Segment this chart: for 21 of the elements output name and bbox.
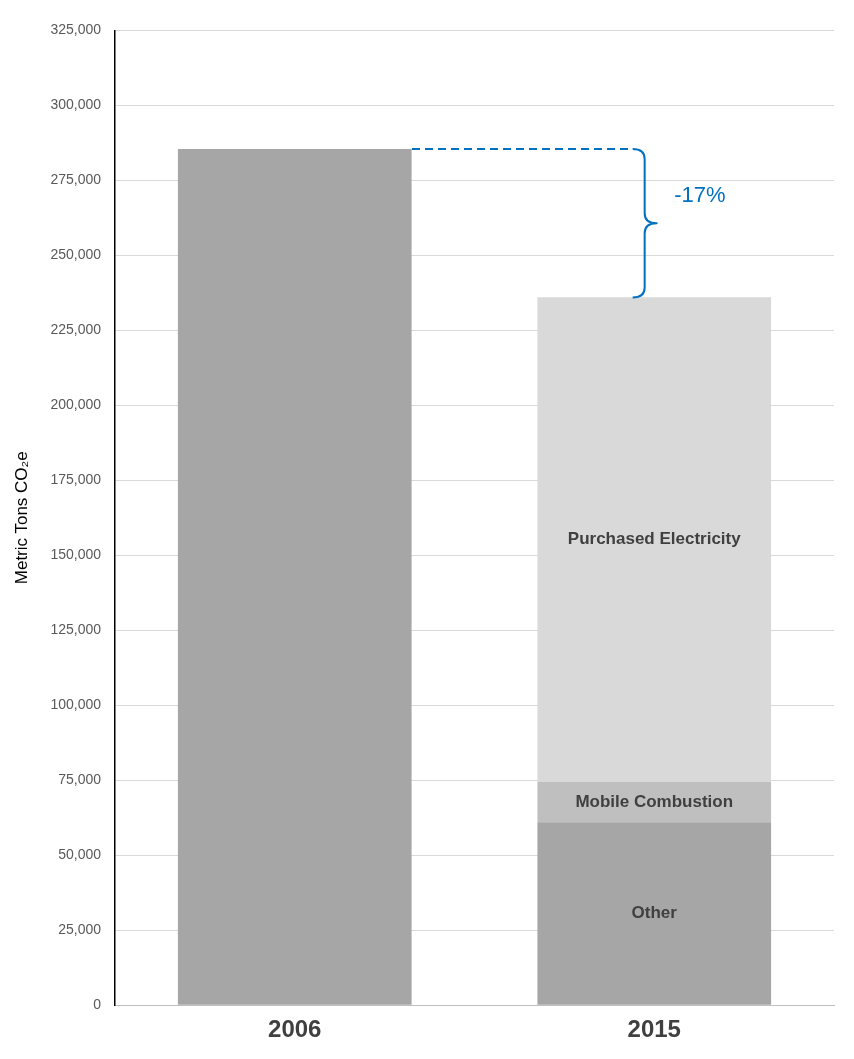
y-tick-label: 100,000 xyxy=(50,696,102,713)
y-tick-label: 250,000 xyxy=(50,246,102,263)
y-tick-label: 75,000 xyxy=(58,771,102,788)
y-tick-label: 200,000 xyxy=(50,396,102,413)
y-tick-label: 225,000 xyxy=(50,321,102,338)
y-tick-label: 275,000 xyxy=(50,171,102,188)
annotation: -17% xyxy=(674,182,726,208)
y-tick-label: 50,000 xyxy=(58,846,102,863)
series-label: Other xyxy=(631,903,678,923)
y-axis-title: Metric Tons CO₂e xyxy=(11,451,31,585)
y-tick-label: 300,000 xyxy=(50,96,102,113)
y-tick-label: 150,000 xyxy=(50,546,102,563)
series-label: Purchased Electricity xyxy=(567,529,742,549)
x-tick-label: 2006 xyxy=(268,1015,322,1043)
y-tick-label: 125,000 xyxy=(50,621,102,638)
y-tick-label: 25,000 xyxy=(58,921,102,938)
x-tick-label: 2015 xyxy=(627,1015,681,1043)
y-tick-label: 325,000 xyxy=(50,21,102,38)
y-tick-label: 175,000 xyxy=(50,471,102,488)
series-label: Mobile Combustion xyxy=(575,791,734,811)
y-tick-label: 0 xyxy=(93,996,102,1013)
